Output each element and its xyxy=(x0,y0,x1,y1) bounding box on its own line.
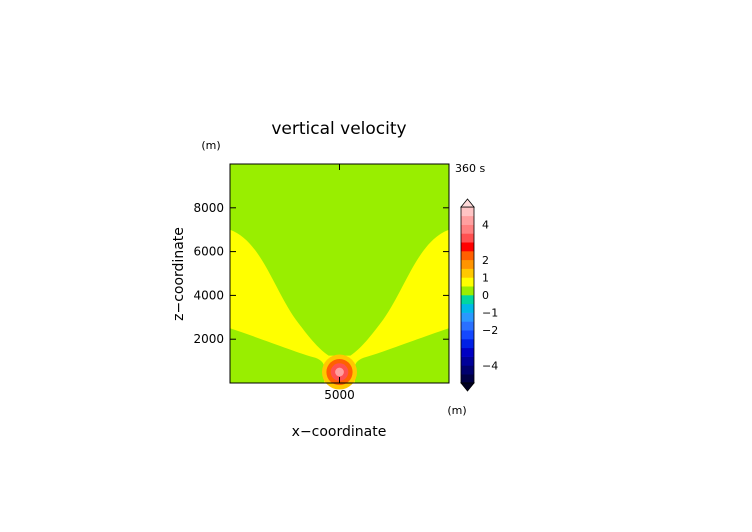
y-tick-label: 6000 xyxy=(193,245,224,259)
colorbar-band xyxy=(461,347,474,357)
plot-area xyxy=(229,163,450,390)
colorbar-band xyxy=(461,356,474,366)
colorbar-band xyxy=(461,303,474,313)
colorbar-tick-label: −4 xyxy=(482,359,498,372)
colorbar-tick-label: 1 xyxy=(482,271,489,284)
y-tick-label: 4000 xyxy=(193,288,224,302)
colorbar-band xyxy=(461,330,474,340)
colorbar-tick-label: −1 xyxy=(482,307,498,320)
bubble-ring-3 xyxy=(335,367,344,377)
y-tick-label: 2000 xyxy=(193,332,224,346)
y-unit-label: (m) xyxy=(201,139,220,152)
colorbar-band xyxy=(461,242,474,252)
colorbar-band xyxy=(461,259,474,269)
colorbar-band xyxy=(461,207,474,217)
y-axis: 2000 4000 6000 8000 xyxy=(193,201,449,346)
colorbar-upper-extend xyxy=(460,198,475,208)
colorbar-band xyxy=(461,233,474,243)
colorbar-band xyxy=(461,277,474,287)
colorbar-lower-extend xyxy=(460,382,475,392)
colorbar-tick-label: 4 xyxy=(482,219,489,232)
colorbar-band xyxy=(461,251,474,261)
colorbar-band xyxy=(461,268,474,278)
x-tick-label: 5000 xyxy=(324,388,355,402)
x-unit-label: (m) xyxy=(447,404,466,417)
colorbar-band xyxy=(461,286,474,296)
colorbar-band xyxy=(461,215,474,225)
colorbar-band xyxy=(461,339,474,349)
y-tick-label: 8000 xyxy=(193,201,224,215)
colorbar-band xyxy=(461,295,474,305)
colorbar-tick-label: −2 xyxy=(482,324,498,337)
colorbar-tick-label: 2 xyxy=(482,254,489,267)
time-label: 360 s xyxy=(455,162,485,175)
colorbar-band xyxy=(461,312,474,322)
colorbar-band xyxy=(461,321,474,331)
chart-title: vertical velocity xyxy=(271,119,406,139)
colorbar-tick-label: 0 xyxy=(482,289,489,302)
x-axis: 5000 xyxy=(324,164,355,402)
y-axis-label: z−coordinate xyxy=(171,227,187,321)
colorbar-band xyxy=(461,224,474,234)
colorbar-band xyxy=(461,365,474,375)
x-axis-label: x−coordinate xyxy=(292,424,387,440)
colorbar: 4 2 1 0 −1 −2 −4 xyxy=(460,198,498,392)
colorbar-band xyxy=(461,374,474,384)
plume-region xyxy=(230,229,449,383)
